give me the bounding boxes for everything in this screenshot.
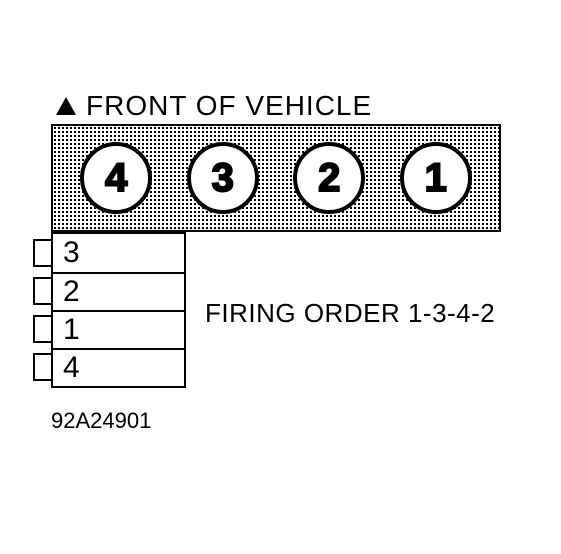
diagram-canvas: FRONT OF VEHICLE 4 3 2 1 3 2 1 4 FIRING … <box>0 0 561 554</box>
coil-tab-icon <box>33 277 51 305</box>
coil-tab-icon <box>33 315 51 343</box>
coil-terminal-label: 3 <box>53 238 80 268</box>
coil-terminal-label: 4 <box>53 353 80 383</box>
coil-terminal-label: 1 <box>53 315 80 345</box>
coil-terminal-row: 4 <box>53 348 184 386</box>
firing-order-label: FIRING ORDER 1-3-4-2 <box>205 298 495 329</box>
coil-pack: 3 2 1 4 <box>51 232 186 388</box>
cylinder-3: 3 <box>187 142 259 214</box>
front-of-vehicle-label: FRONT OF VEHICLE <box>86 90 372 122</box>
reference-number: 92A24901 <box>51 408 151 434</box>
coil-terminal-row: 3 <box>53 234 184 272</box>
coil-tab-icon <box>33 239 51 267</box>
header-row: FRONT OF VEHICLE <box>56 90 372 122</box>
cylinder-4: 4 <box>80 142 152 214</box>
coil-tab-icon <box>33 353 51 381</box>
coil-terminal-row: 1 <box>53 310 184 348</box>
cylinder-2: 2 <box>293 142 365 214</box>
cylinder-row: 4 3 2 1 <box>53 126 499 230</box>
coil-terminal-label: 2 <box>53 277 80 307</box>
engine-block: 4 3 2 1 <box>51 124 501 232</box>
up-arrow-icon <box>56 97 76 115</box>
cylinder-1: 1 <box>400 142 472 214</box>
coil-terminal-row: 2 <box>53 272 184 310</box>
